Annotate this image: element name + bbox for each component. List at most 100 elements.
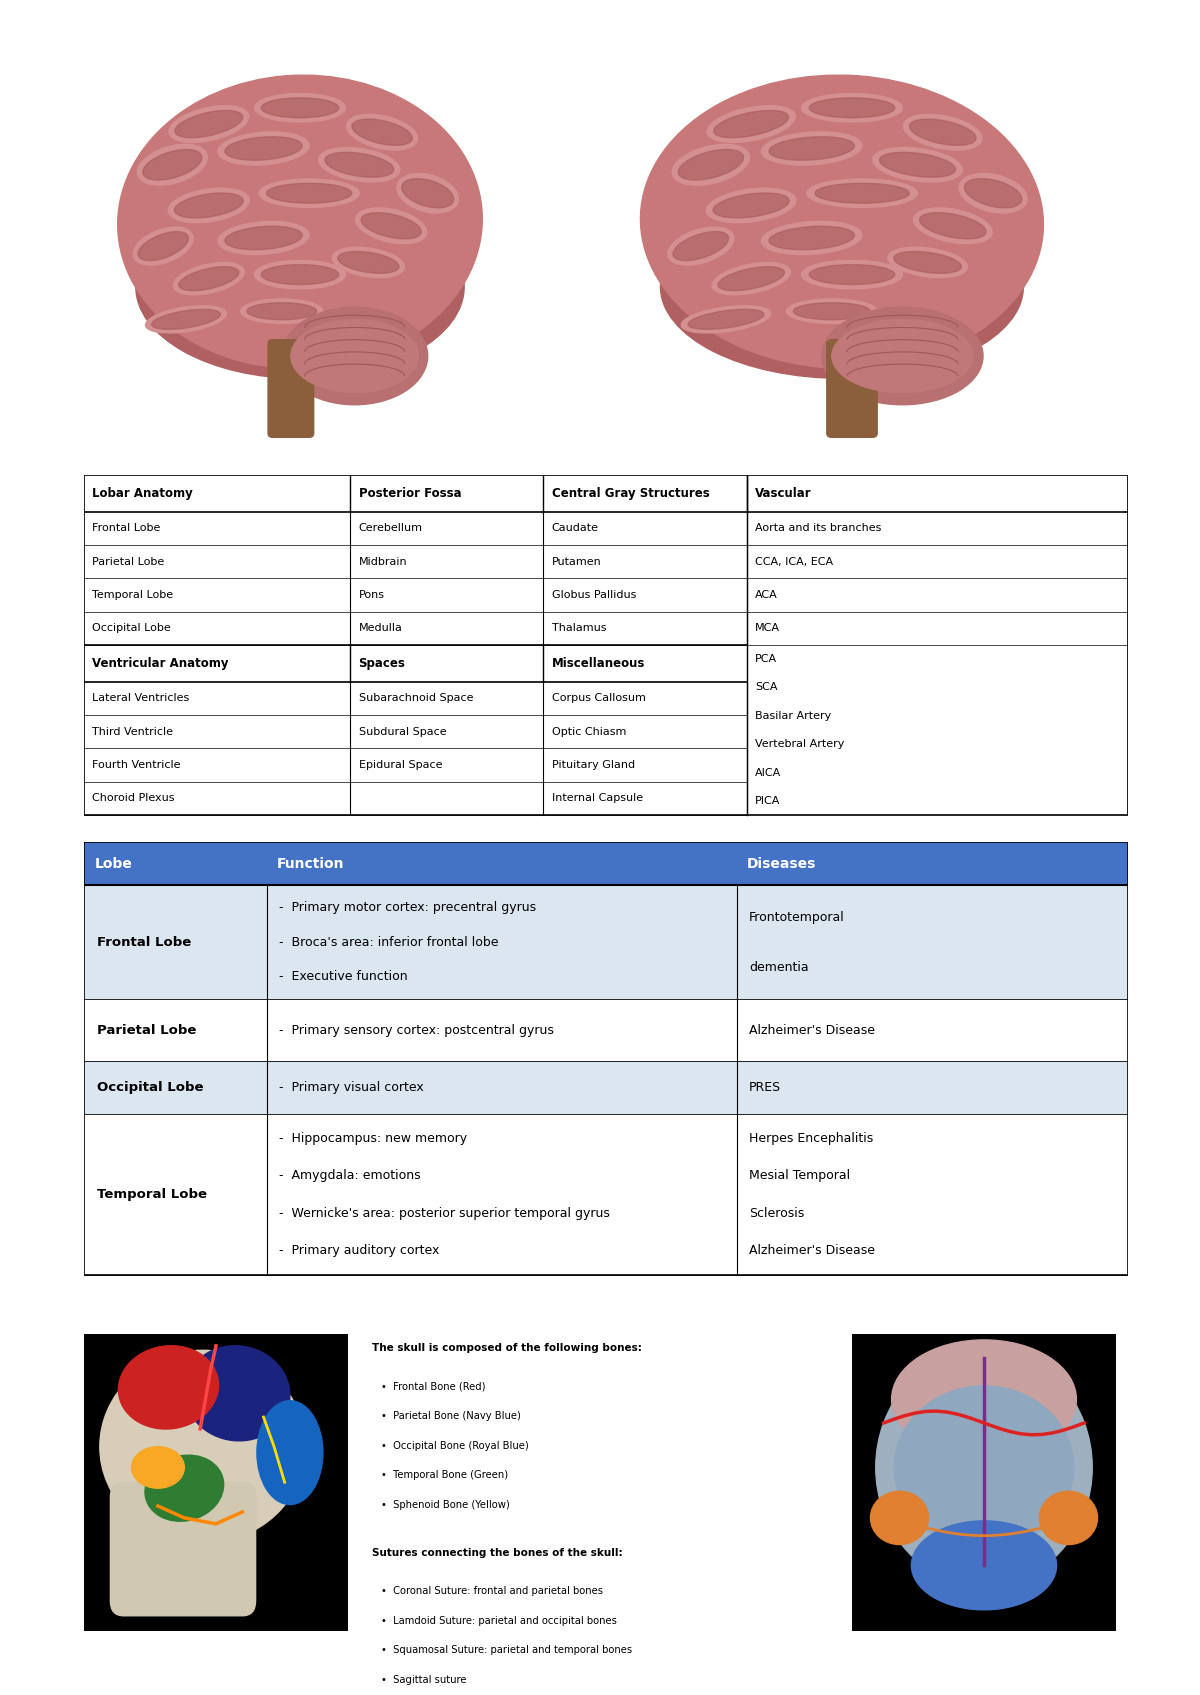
- Ellipse shape: [262, 98, 338, 117]
- Ellipse shape: [169, 105, 248, 142]
- Ellipse shape: [132, 1448, 185, 1488]
- Ellipse shape: [762, 222, 862, 254]
- Text: Frontotemporal: Frontotemporal: [749, 910, 845, 924]
- Ellipse shape: [185, 1346, 290, 1441]
- Text: -  Primary sensory cortex: postcentral gyrus: - Primary sensory cortex: postcentral gy…: [280, 1024, 554, 1037]
- Text: Thalamus: Thalamus: [552, 624, 606, 634]
- Ellipse shape: [769, 225, 854, 249]
- Text: Alzheimer's Disease: Alzheimer's Disease: [749, 1024, 875, 1037]
- Ellipse shape: [892, 1339, 1076, 1458]
- Ellipse shape: [262, 264, 338, 285]
- Ellipse shape: [678, 149, 744, 180]
- Ellipse shape: [175, 110, 242, 137]
- Ellipse shape: [218, 222, 308, 254]
- Text: -  Broca's area: inferior frontal lobe: - Broca's area: inferior frontal lobe: [280, 936, 499, 949]
- Ellipse shape: [959, 173, 1027, 214]
- Ellipse shape: [136, 195, 464, 378]
- Text: Vascular: Vascular: [755, 486, 812, 500]
- Ellipse shape: [138, 232, 188, 261]
- FancyBboxPatch shape: [110, 1481, 256, 1615]
- Text: •  Lamdoid Suture: parietal and occipital bones: • Lamdoid Suture: parietal and occipital…: [382, 1615, 617, 1626]
- Text: Third Ventricle: Third Ventricle: [92, 727, 173, 737]
- Ellipse shape: [718, 266, 785, 290]
- Text: -  Primary visual cortex: - Primary visual cortex: [280, 1081, 424, 1093]
- Bar: [84, 842, 1128, 885]
- Text: Sutures connecting the bones of the skull:: Sutures connecting the bones of the skul…: [372, 1548, 623, 1558]
- Ellipse shape: [880, 153, 955, 178]
- Text: Posterior Fossa: Posterior Fossa: [359, 486, 461, 500]
- Text: Choroid Plexus: Choroid Plexus: [92, 793, 175, 803]
- Ellipse shape: [151, 310, 221, 329]
- Text: Optic Chiasm: Optic Chiasm: [552, 727, 626, 737]
- Text: MCA: MCA: [755, 624, 780, 634]
- Text: Epidural Space: Epidural Space: [359, 759, 442, 770]
- Text: Occipital Lobe: Occipital Lobe: [92, 624, 172, 634]
- Ellipse shape: [254, 261, 346, 288]
- Ellipse shape: [224, 137, 302, 161]
- Ellipse shape: [682, 305, 770, 332]
- Text: PCA: PCA: [755, 654, 778, 664]
- Text: Lobe: Lobe: [95, 858, 132, 871]
- Ellipse shape: [282, 307, 427, 405]
- Text: -  Primary motor cortex: precentral gyrus: - Primary motor cortex: precentral gyrus: [280, 902, 536, 914]
- Text: Caudate: Caudate: [552, 524, 599, 534]
- Text: Fourth Ventricle: Fourth Ventricle: [92, 759, 181, 770]
- Ellipse shape: [707, 105, 796, 142]
- Ellipse shape: [119, 1346, 218, 1429]
- Text: Basilar Artery: Basilar Artery: [755, 710, 832, 720]
- Bar: [84, 1061, 1128, 1114]
- Text: Temporal Lobe: Temporal Lobe: [92, 590, 174, 600]
- Text: Alzheimer's Disease: Alzheimer's Disease: [749, 1244, 875, 1258]
- Ellipse shape: [809, 264, 895, 285]
- Ellipse shape: [832, 319, 973, 393]
- Text: Mesial Temporal: Mesial Temporal: [749, 1170, 850, 1181]
- Text: Diseases: Diseases: [746, 858, 816, 871]
- Ellipse shape: [707, 188, 796, 222]
- Ellipse shape: [247, 303, 317, 320]
- Text: Subdural Space: Subdural Space: [359, 727, 446, 737]
- Text: Internal Capsule: Internal Capsule: [552, 793, 643, 803]
- Text: Aorta and its branches: Aorta and its branches: [755, 524, 882, 534]
- Ellipse shape: [904, 114, 982, 151]
- Ellipse shape: [672, 144, 750, 185]
- Ellipse shape: [815, 183, 910, 203]
- Ellipse shape: [347, 114, 418, 151]
- Text: •  Temporal Bone (Green): • Temporal Bone (Green): [382, 1470, 509, 1480]
- Text: SCA: SCA: [755, 683, 778, 693]
- Ellipse shape: [145, 1456, 223, 1520]
- Text: Sclerosis: Sclerosis: [749, 1207, 804, 1220]
- Text: -  Executive function: - Executive function: [280, 971, 408, 983]
- Ellipse shape: [361, 212, 421, 239]
- Ellipse shape: [913, 208, 992, 244]
- Ellipse shape: [397, 173, 458, 214]
- Ellipse shape: [641, 75, 1043, 368]
- Text: PRES: PRES: [749, 1081, 781, 1093]
- Ellipse shape: [254, 93, 346, 122]
- Text: Frontal Lobe: Frontal Lobe: [92, 524, 161, 534]
- Text: Subarachnoid Space: Subarachnoid Space: [359, 693, 473, 703]
- Text: Vertebral Artery: Vertebral Artery: [755, 739, 845, 749]
- Ellipse shape: [179, 266, 239, 290]
- Text: Pons: Pons: [359, 590, 384, 600]
- Text: Occipital Lobe: Occipital Lobe: [96, 1081, 203, 1093]
- Ellipse shape: [224, 225, 302, 249]
- Ellipse shape: [660, 195, 1024, 378]
- Ellipse shape: [402, 178, 454, 208]
- Ellipse shape: [100, 1351, 306, 1542]
- Ellipse shape: [319, 147, 400, 181]
- Ellipse shape: [352, 119, 413, 146]
- Ellipse shape: [133, 227, 193, 264]
- Ellipse shape: [688, 310, 764, 329]
- Ellipse shape: [673, 232, 728, 261]
- Text: Lateral Ventricles: Lateral Ventricles: [92, 693, 190, 703]
- Text: Ventricular Anatomy: Ventricular Anatomy: [92, 658, 229, 670]
- Ellipse shape: [143, 149, 202, 180]
- Text: -  Hippocampus: new memory: - Hippocampus: new memory: [280, 1132, 467, 1144]
- Ellipse shape: [266, 183, 352, 203]
- Ellipse shape: [806, 180, 918, 207]
- Ellipse shape: [912, 1520, 1056, 1610]
- Ellipse shape: [173, 263, 245, 295]
- Text: The skull is composed of the following bones:: The skull is composed of the following b…: [372, 1342, 642, 1353]
- Ellipse shape: [1039, 1492, 1098, 1544]
- Text: PICA: PICA: [755, 797, 781, 805]
